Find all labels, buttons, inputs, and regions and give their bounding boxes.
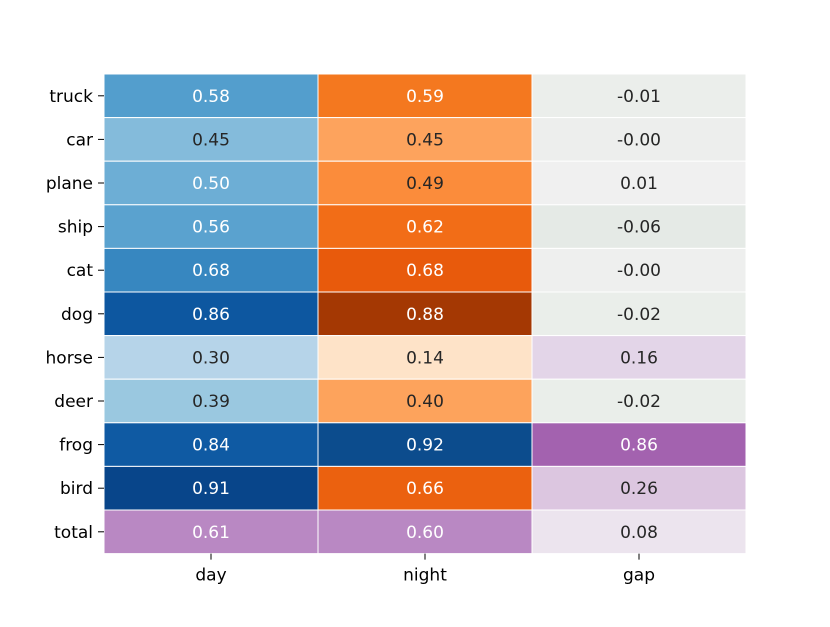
cell-value-label: 0.84	[192, 436, 230, 456]
cell-value-label: 0.01	[620, 174, 658, 194]
heatmap-cell-truck-gap	[531, 73, 747, 119]
cell-value-label: 0.62	[406, 218, 444, 238]
y-tick-label: plane	[46, 174, 93, 194]
heatmap-cell-bird-day	[103, 465, 319, 511]
cell-value-label: 0.58	[192, 87, 230, 107]
y-tick-label: total	[54, 523, 93, 543]
heatmap-cell-deer-gap	[531, 378, 747, 424]
heatmap-cell-dog-gap	[531, 291, 747, 337]
cell-value-label: 0.60	[406, 523, 444, 543]
cell-value-label: 0.39	[192, 392, 230, 412]
y-tick-label: bird	[60, 479, 93, 499]
heatmap-cell-plane-night	[317, 160, 533, 206]
cell-value-label: -0.00	[617, 261, 661, 281]
y-tick-label: car	[66, 130, 93, 150]
heatmap-cell-deer-day	[103, 378, 319, 424]
y-tick-label: cat	[67, 261, 94, 281]
cell-value-label: 0.08	[620, 523, 658, 543]
heatmap-cell-car-gap	[531, 117, 747, 162]
cell-value-label: 0.49	[406, 174, 444, 194]
heatmap-cell-total-day	[103, 509, 319, 555]
cell-value-label: -0.02	[617, 305, 661, 325]
heatmap-cell-cat-day	[103, 247, 319, 293]
cell-value-label: 0.86	[620, 436, 658, 456]
cell-value-label: 0.40	[406, 392, 444, 412]
heatmap-cell-bird-night	[317, 465, 533, 511]
y-tick-label: dog	[61, 305, 93, 325]
cell-value-label: 0.68	[192, 261, 230, 281]
cell-value-label: -0.01	[617, 87, 661, 107]
cell-value-label: 0.59	[406, 87, 444, 107]
y-tick-label: ship	[58, 218, 93, 238]
heatmap-cell-frog-gap	[531, 422, 747, 467]
heatmap-cell-total-gap	[531, 509, 747, 555]
heatmap-cell-car-day	[103, 117, 319, 162]
heatmap-cell-deer-night	[317, 378, 533, 424]
cell-value-label: 0.14	[406, 348, 444, 368]
heatmap-cell-cat-night	[317, 247, 533, 293]
heatmap-cell-ship-day	[103, 204, 319, 249]
heatmap-cell-horse-night	[317, 335, 533, 380]
cell-value-label: 0.88	[406, 305, 444, 325]
x-tick-label: day	[195, 566, 226, 586]
cell-value-label: 0.16	[620, 348, 658, 368]
y-tick-label: truck	[49, 87, 93, 107]
heatmap-cell-truck-day	[103, 73, 319, 119]
y-tick-label: horse	[46, 348, 93, 368]
cell-value-label: -0.06	[617, 218, 661, 238]
heatmap-cell-frog-day	[103, 422, 319, 467]
heatmap-cell-bird-gap	[531, 465, 747, 511]
cell-value-label: 0.86	[192, 305, 230, 325]
cell-value-label: 0.30	[192, 348, 230, 368]
cell-value-label: 0.50	[192, 174, 230, 194]
y-tick-label: frog	[59, 436, 93, 456]
cell-value-label: 0.45	[192, 130, 230, 150]
x-tick-label: night	[403, 566, 447, 586]
y-tick-label: deer	[54, 392, 93, 412]
heatmap-cell-truck-night	[317, 73, 533, 119]
heatmap-cell-horse-gap	[531, 335, 747, 380]
cell-value-label: 0.66	[406, 479, 444, 499]
x-tick-label: gap	[623, 566, 655, 586]
cell-value-label: 0.68	[406, 261, 444, 281]
cell-value-label: 0.26	[620, 479, 658, 499]
heatmap-cell-car-night	[317, 117, 533, 162]
cell-value-label: 0.56	[192, 218, 230, 238]
heatmap-cell-cat-gap	[531, 247, 747, 293]
cell-value-label: 0.92	[406, 436, 444, 456]
heatmap-cell-horse-day	[103, 335, 319, 380]
cell-value-label: -0.00	[617, 130, 661, 150]
cell-value-label: -0.02	[617, 392, 661, 412]
cell-value-label: 0.61	[192, 523, 230, 543]
cell-value-label: 0.45	[406, 130, 444, 150]
heatmap-cell-ship-gap	[531, 204, 747, 249]
cell-value-label: 0.91	[192, 479, 230, 499]
heatmap-cell-dog-night	[317, 291, 533, 337]
